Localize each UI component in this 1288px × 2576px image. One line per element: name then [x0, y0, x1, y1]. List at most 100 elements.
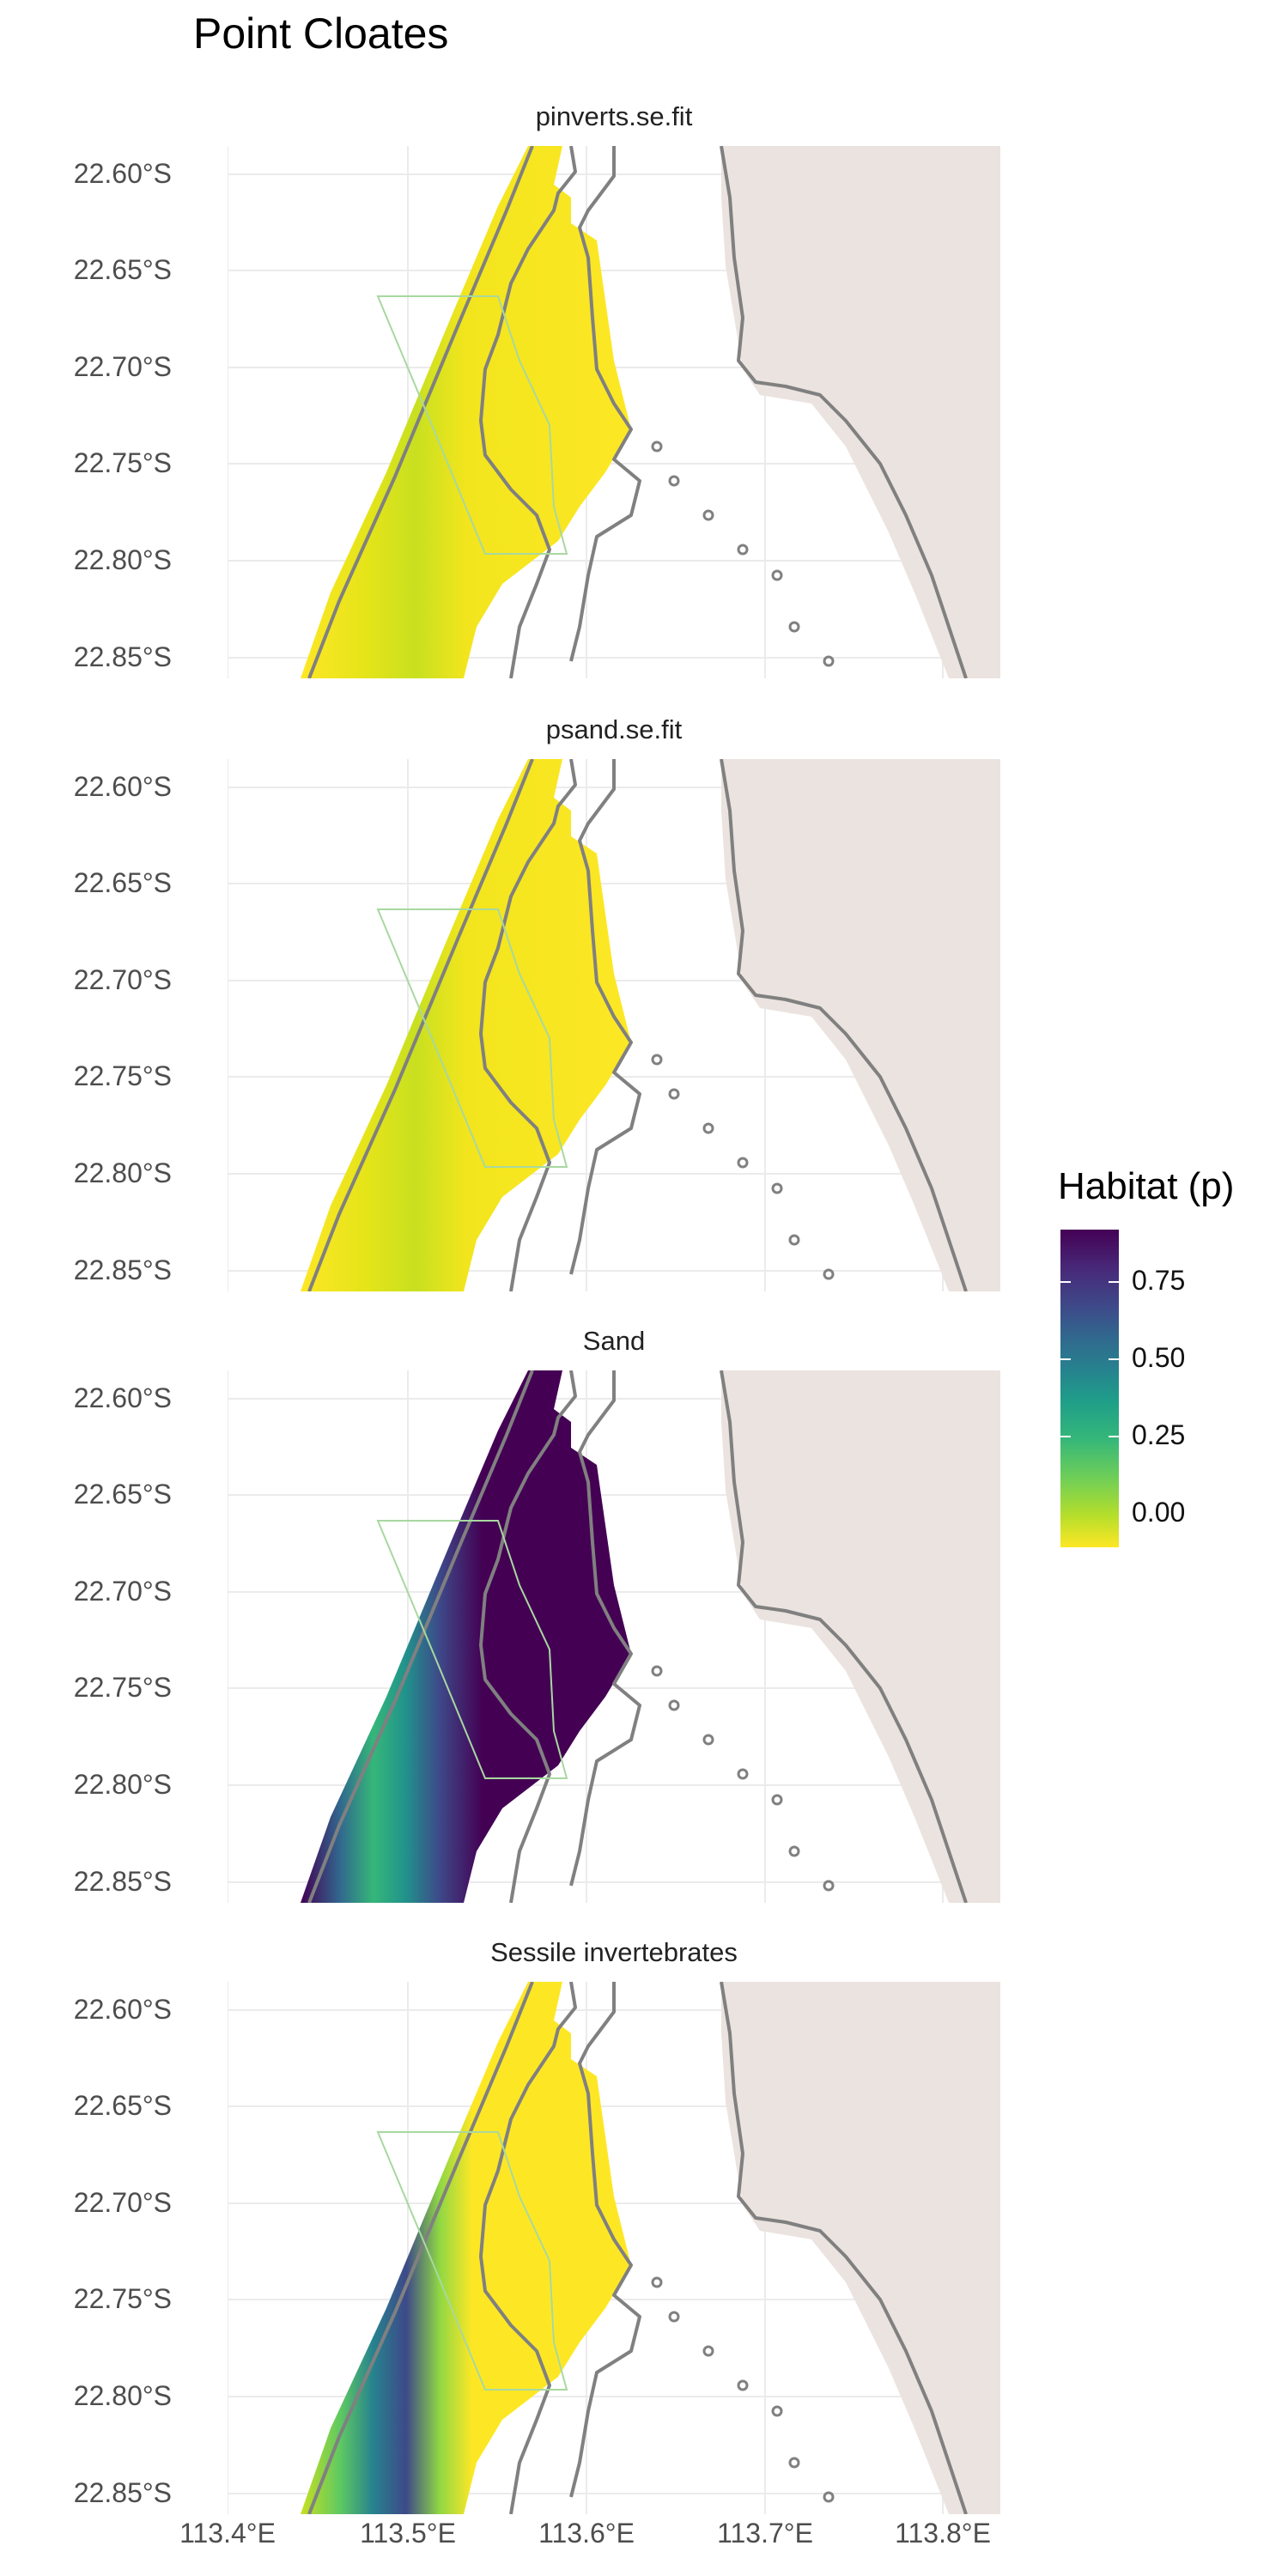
reef-patch	[771, 1182, 783, 1194]
legend-tick-050: 0.50	[1132, 1342, 1186, 1373]
panel-3-ytick-label: 22.60°S	[73, 1382, 172, 1413]
reef-patch	[823, 1880, 835, 1892]
reef-patch	[823, 1268, 835, 1280]
xtick-label: 113.5°E	[360, 2518, 456, 2549]
reef-patch	[788, 621, 800, 633]
reef-patch	[668, 475, 680, 487]
reef-patch	[702, 509, 714, 521]
panel-4-strip: Sessile invertebrates	[490, 1937, 738, 1967]
reef-patch	[823, 655, 835, 667]
legend-mark-075	[1060, 1281, 1071, 1283]
bathymetry-contour	[569, 1982, 641, 2498]
land-area	[721, 1982, 1000, 2514]
panel-2-strip: psand.se.fit	[545, 714, 683, 744]
panel-1-ytick-label: 22.80°S	[73, 544, 172, 575]
panel-1-strip: pinverts.se.fit	[535, 101, 693, 131]
legend-mark-075-r	[1109, 1281, 1119, 1283]
bathymetry-contour	[479, 1982, 577, 2514]
reef-patch	[788, 1845, 800, 1857]
panel-1-ytick-label: 22.60°S	[73, 158, 172, 189]
panel-3-ytick-label: 22.65°S	[73, 1479, 172, 1510]
legend-tick-025: 0.25	[1132, 1419, 1186, 1450]
reef-patch	[823, 2491, 835, 2503]
reef-patch	[651, 440, 663, 453]
bathymetry-contour	[720, 759, 968, 1291]
panel-4-ytick-label: 22.60°S	[73, 1994, 172, 2025]
land-area	[721, 146, 1000, 678]
legend-mark-050	[1060, 1358, 1071, 1360]
reef-patch	[788, 1234, 800, 1246]
panel-4-map	[228, 1982, 1000, 2514]
panel-1-ytick-label: 22.70°S	[73, 351, 172, 382]
reef-patch	[702, 1734, 714, 1746]
panel-4-ytick-label: 22.70°S	[73, 2187, 172, 2218]
panel-4-ytick-label: 22.65°S	[73, 2090, 172, 2121]
panel-3-ytick-label: 22.70°S	[73, 1576, 172, 1607]
legend-tick-075: 0.75	[1132, 1265, 1186, 1296]
panel-3-map	[228, 1370, 1000, 1903]
legend-mark-025-r	[1109, 1436, 1119, 1437]
xtick-label: 113.4°E	[179, 2518, 276, 2549]
bathymetry-contour	[479, 1370, 577, 1903]
panel-2-ytick-label: 22.75°S	[73, 1060, 172, 1091]
panel-3-ytick-label: 22.80°S	[73, 1769, 172, 1800]
bathymetry-contour	[479, 759, 577, 1291]
bathymetry-contour	[720, 1982, 968, 2514]
page-title: Point Cloates	[193, 9, 449, 58]
bathymetry-contour	[479, 146, 577, 678]
panel-4-ytick-label: 22.85°S	[73, 2477, 172, 2508]
panel-3-ytick-label: 22.75°S	[73, 1672, 172, 1703]
xtick-label: 113.7°E	[717, 2518, 813, 2549]
reef-patch	[702, 2345, 714, 2357]
panel-3-ytick-label: 22.85°S	[73, 1866, 172, 1897]
reef-patch	[771, 1794, 783, 1806]
panel-1-ytick-label: 22.65°S	[73, 254, 172, 285]
reef-patch	[771, 569, 783, 581]
panel-1-ytick-label: 22.85°S	[73, 641, 172, 672]
legend-colorbar	[1060, 1230, 1119, 1547]
bathymetry-contour	[307, 1370, 534, 1903]
bathymetry-contour	[720, 146, 968, 678]
panel-1-map	[228, 146, 1000, 678]
panel-2-ytick-label: 22.85°S	[73, 1255, 172, 1285]
panel-2-ytick-label: 22.65°S	[73, 867, 172, 898]
reef-patch	[702, 1122, 714, 1134]
bathymetry-contour	[569, 759, 641, 1275]
reef-patch	[737, 1768, 749, 1780]
reef-patch	[771, 2405, 783, 2417]
land-area	[721, 1370, 1000, 1903]
bathymetry-contour	[307, 1982, 534, 2514]
reef-patch	[788, 2457, 800, 2469]
sanctuary-zone-outline	[376, 295, 568, 555]
panel-2-ytick-label: 22.80°S	[73, 1157, 172, 1188]
bathymetry-contour	[307, 146, 534, 678]
reef-patch	[668, 2311, 680, 2323]
panel-2-map	[228, 759, 1000, 1291]
panel-4-ytick-label: 22.75°S	[73, 2283, 172, 2314]
reef-patch	[737, 1157, 749, 1169]
reef-patch	[668, 1699, 680, 1711]
bathymetry-contour	[307, 759, 534, 1291]
panel-2-ytick-label: 22.70°S	[73, 964, 172, 995]
panel-2-ytick-label: 22.60°S	[73, 771, 172, 802]
reef-patch	[651, 2276, 663, 2288]
reef-patch	[651, 1665, 663, 1677]
panel-1-ytick-label: 22.75°S	[73, 447, 172, 478]
panel-4-ytick-label: 22.80°S	[73, 2380, 172, 2411]
bathymetry-contour	[569, 1370, 641, 1886]
sanctuary-zone-outline	[376, 2131, 568, 2391]
reef-patch	[651, 1054, 663, 1066]
legend-mark-050-r	[1109, 1358, 1119, 1360]
land-area	[721, 759, 1000, 1291]
sanctuary-zone-outline	[376, 908, 568, 1168]
xtick-label: 113.6°E	[538, 2518, 635, 2549]
bathymetry-contour	[569, 146, 641, 662]
xtick-label: 113.8°E	[895, 2518, 991, 2549]
panel-3-strip: Sand	[582, 1326, 646, 1356]
legend-title: Habitat (p)	[1058, 1165, 1235, 1207]
reef-patch	[737, 2379, 749, 2391]
reef-patch	[668, 1088, 680, 1100]
legend-tick-000: 0.00	[1132, 1497, 1186, 1528]
legend-mark-025	[1060, 1436, 1071, 1437]
reef-patch	[737, 544, 749, 556]
